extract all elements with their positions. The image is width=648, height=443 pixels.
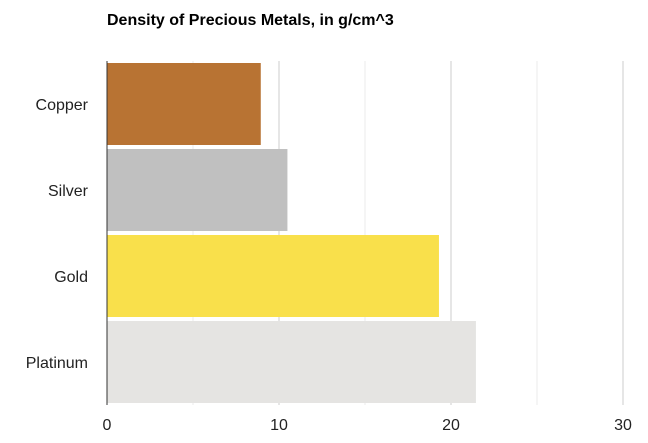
chart-title: Density of Precious Metals, in g/cm^3 — [107, 12, 394, 29]
category-label-gold: Gold — [54, 269, 88, 286]
x-tick-label: 0 — [103, 417, 112, 434]
category-label-copper: Copper — [36, 97, 89, 114]
x-tick-label: 30 — [614, 417, 632, 434]
bar-silver[interactable] — [107, 149, 288, 231]
bars — [107, 63, 476, 403]
category-label-platinum: Platinum — [26, 355, 88, 372]
tick-labels: 0 10 20 30 — [103, 417, 632, 434]
x-tick-label: 10 — [270, 417, 288, 434]
bar-copper[interactable] — [107, 63, 261, 145]
category-label-silver: Silver — [48, 183, 89, 200]
bar-platinum[interactable] — [107, 321, 476, 403]
x-tick-label: 20 — [442, 417, 460, 434]
bar-gold[interactable] — [107, 235, 439, 317]
category-labels: Copper Silver Gold Platinum — [26, 97, 89, 372]
